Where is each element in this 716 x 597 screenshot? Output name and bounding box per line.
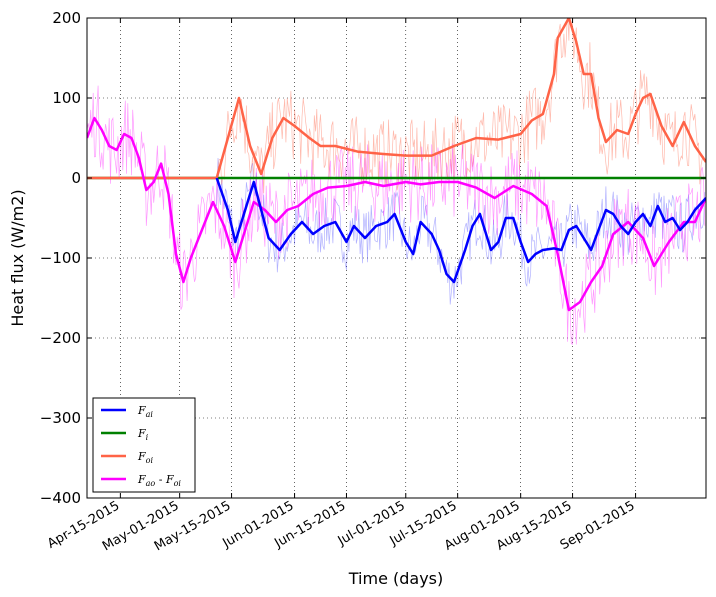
y-tick-label: −200 <box>40 329 81 347</box>
y-tick-label: −400 <box>40 489 81 507</box>
series-line-3 <box>87 18 706 180</box>
y-tick-label: −100 <box>40 249 81 267</box>
svg-text:Fi: Fi <box>137 427 149 442</box>
y-tick-label: 200 <box>52 9 81 27</box>
x-axis-label: Time (days) <box>348 569 444 588</box>
legend-item-fi: Fi <box>101 427 149 442</box>
y-tick-label: 100 <box>52 89 81 107</box>
series-lines <box>87 18 706 312</box>
series-line-4 <box>87 116 706 312</box>
legend: Fai Fi Foi Fao - Foi <box>92 397 196 493</box>
y-axis: −400 −300 −200 −100 0 100 200 <box>40 9 706 507</box>
legend-box <box>92 397 196 493</box>
grid <box>87 17 706 499</box>
y-tick-label: −300 <box>40 409 81 427</box>
y-axis-label: Heat flux (W/m2) <box>8 189 27 326</box>
series-line-1 <box>215 177 706 284</box>
y-tick-label: 0 <box>71 169 81 187</box>
raw-trace-1 <box>216 157 706 305</box>
